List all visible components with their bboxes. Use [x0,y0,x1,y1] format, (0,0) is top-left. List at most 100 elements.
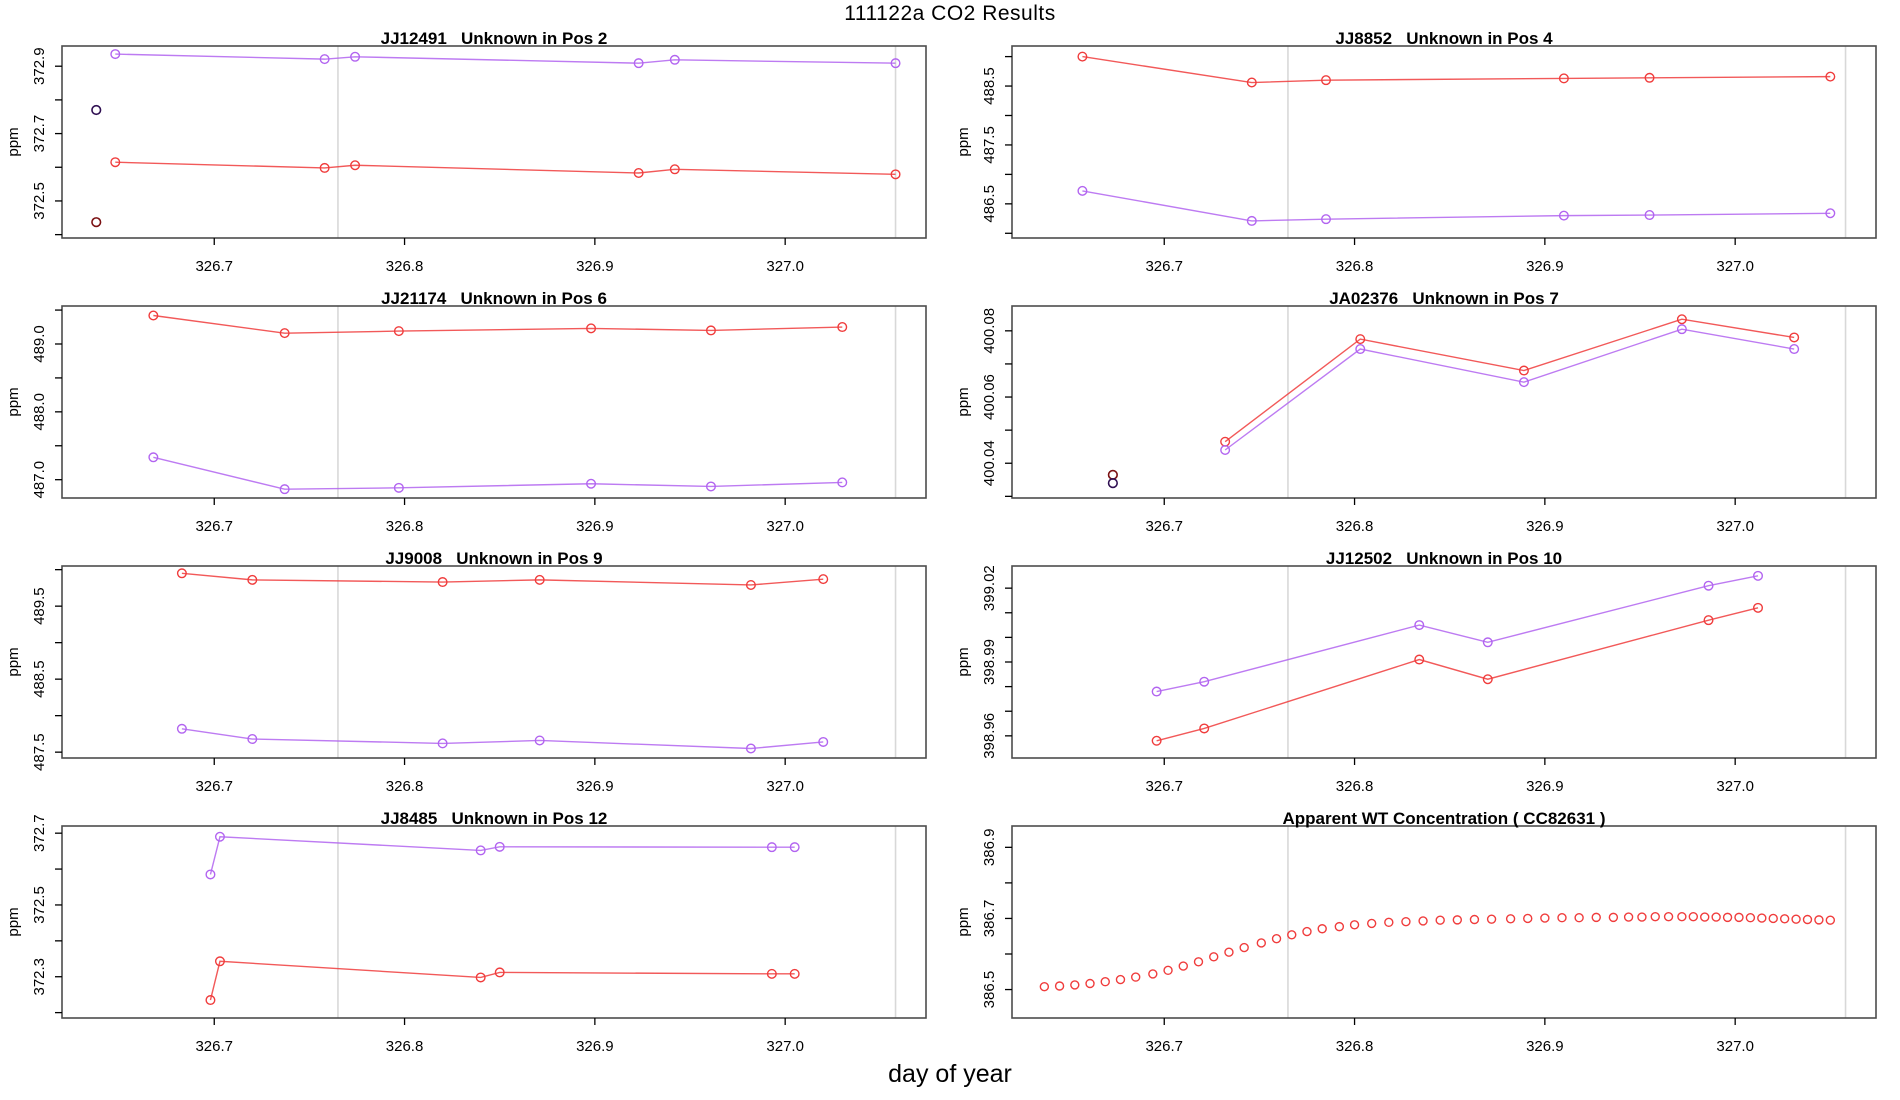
chart-canvas: 326.7 326.8 326.9 327.0 486.5 487.5 488.5 ppm [955,45,1877,275]
data-point-wt-concentration [1791,914,1801,924]
data-point-wt-concentration [1722,912,1733,923]
series-line-red [1156,607,1759,742]
series-line-red [209,960,795,1001]
data-point-red [789,968,800,979]
plot-frame [61,45,927,239]
outlier-point [1107,478,1118,489]
x-tick-label: 327.0 [1716,518,1754,535]
data-point-red [1518,365,1529,376]
plot-frame [61,825,927,1019]
data-point-wt-concentration [1700,912,1710,922]
x-tick-label: 327.0 [1716,258,1754,275]
series-line-purple [1224,328,1795,451]
data-point-red [586,323,597,334]
data-point-wt-concentration [1131,972,1141,982]
data-point-purple [148,452,159,463]
data-point-wt-concentration [1469,914,1480,925]
data-point-red [393,326,404,337]
data-point-red [205,995,216,1006]
outlier-point [1107,469,1118,480]
series-line-purple [1082,190,1831,222]
data-point-purple [705,481,716,492]
data-point-wt-concentration [1505,914,1516,924]
data-point-purple [205,869,216,880]
y-axis-label: ppm [5,387,22,416]
data-point-wt-concentration [1085,978,1095,989]
data-point-purple [1321,214,1332,225]
data-point-purple [1414,620,1425,631]
x-tick-label: 326.8 [1336,258,1374,275]
data-point-wt-concentration [1418,916,1428,926]
data-point-purple [1644,210,1655,221]
plot-frame [1011,45,1877,239]
y-tick-label: 488.5 [981,67,998,105]
data-point-wt-concentration [1384,917,1394,928]
y-tick-label: 372.3 [31,958,48,996]
plot-title: JJ21174 Unknown in Pos 6 [381,289,607,308]
data-point-purple [176,723,187,734]
data-point-purple [534,735,545,746]
x-tick-label: 326.9 [1526,258,1564,275]
plot-ja02376-pos7: JA02376 Unknown in Pos 7 326.7 326.8 326.9… [950,289,1900,552]
data-point-purple [393,482,404,493]
data-point-purple [279,484,290,495]
data-point-red [176,568,187,579]
data-point-wt-concentration [1435,915,1445,925]
x-tick-label: 326.7 [1145,778,1183,795]
data-point-purple [766,842,777,853]
x-tick-label: 326.9 [1526,1038,1564,1055]
plot-jj21174-pos6: JJ21174 Unknown in Pos 6 326.7 326.8 326.9… [0,289,950,552]
data-point-purple [437,738,448,749]
y-tick-label: 489.0 [31,325,48,363]
data-point-wt-concentration [1224,947,1234,957]
data-point-purple [1355,344,1366,355]
data-point-purple [1199,676,1210,687]
chart-canvas: 326.7 326.8 326.9 327.0 400.04 400.06 400.08 pp… [955,305,1877,535]
data-point-purple [1482,637,1493,648]
data-point-purple [1789,344,1800,355]
data-point-purple [350,51,361,62]
x-tick-label: 326.7 [195,778,233,795]
x-axis-label: day of year [888,1060,1012,1088]
series-line-red [181,572,824,586]
y-tick-label: 372.5 [31,886,48,924]
data-point-wt-concentration [1178,961,1188,971]
x-tick-label: 326.8 [1336,1038,1374,1055]
data-point-red [494,967,505,978]
x-tick-label: 327.0 [766,1038,804,1055]
data-point-purple [789,842,800,853]
data-point-red [1077,51,1088,62]
y-tick-label: 487.0 [31,461,48,499]
data-point-wt-concentration [1574,913,1584,923]
data-point-purple [1151,686,1162,697]
data-point-wt-concentration [1100,977,1110,987]
plot-title: JJ8485 Unknown in Pos 12 [380,809,608,828]
data-point-wt-concentration [1452,915,1463,925]
data-point-red [1644,72,1655,83]
data-point-red [1676,314,1687,325]
plot-apparent-wt-concentration: Apparent WT Concentration ( CC82631 ) 32… [950,809,1900,1072]
x-tick-label: 326.7 [195,258,233,275]
data-point-purple [1518,377,1529,388]
data-point-red [148,310,159,321]
plot-title: JJ8852 Unknown in Pos 4 [1335,29,1553,48]
data-point-wt-concentration [1070,980,1080,990]
data-point-wt-concentration [1163,965,1173,976]
data-point-wt-concentration [1193,957,1204,967]
data-point-red [1789,332,1800,343]
series-line-purple [153,456,843,490]
plot-title: JJ12502 Unknown in Pos 10 [1325,549,1563,568]
data-point-red [534,574,545,585]
data-point-wt-concentration [1256,938,1267,948]
series-line-red [1224,318,1795,443]
plot-title: JJ9008 Unknown in Pos 9 [385,549,603,568]
plot-frame [61,565,927,759]
data-point-purple [1825,208,1836,219]
series-line-purple [115,53,896,64]
data-point-wt-concentration [1054,981,1065,991]
data-point-red [890,169,901,180]
data-point-red [1199,723,1210,734]
chart-canvas: 326.7 326.8 326.9 327.0 398.96 398.99 399.02 pp… [955,565,1877,795]
data-point-red [669,164,680,175]
